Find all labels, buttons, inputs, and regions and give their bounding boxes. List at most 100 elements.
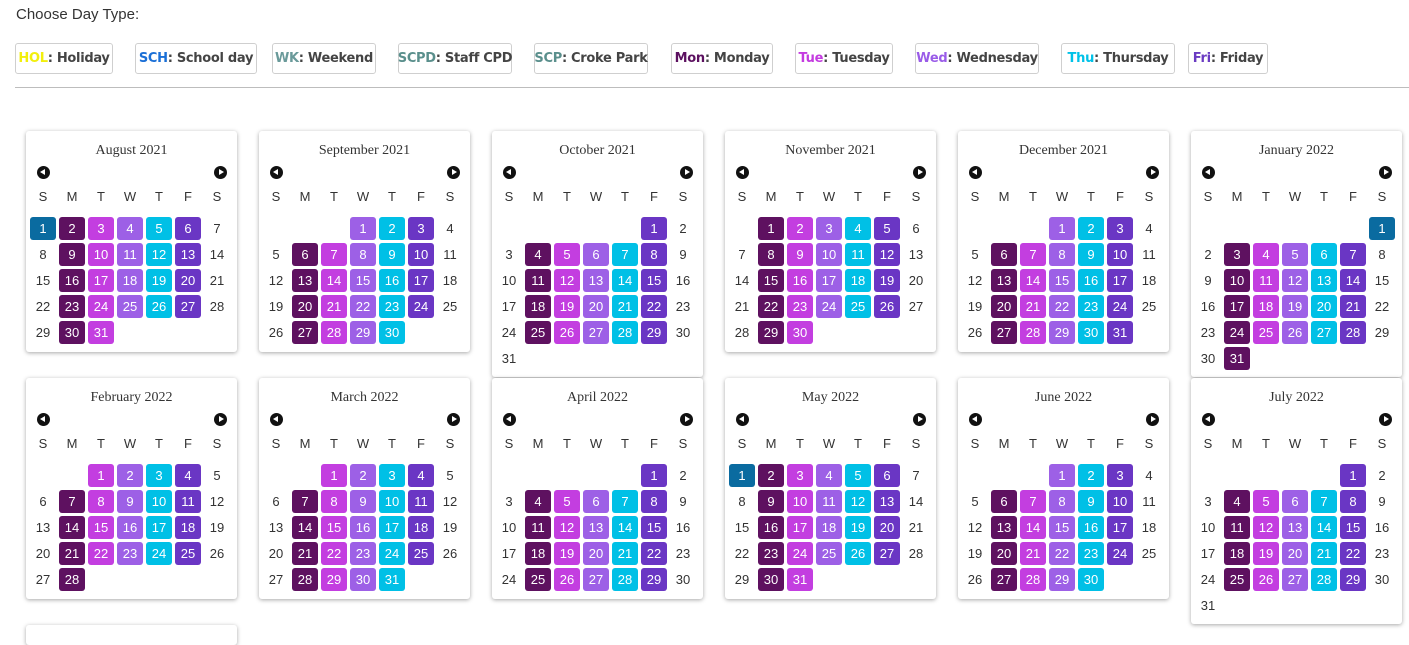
day-cell[interactable]: 6: [912, 221, 920, 236]
next-month-icon[interactable]: [214, 413, 227, 426]
day-cell[interactable]: 8: [738, 494, 746, 509]
next-month-icon[interactable]: [1146, 413, 1159, 426]
day-cell[interactable]: 25: [1253, 321, 1279, 344]
day-cell[interactable]: 25: [408, 542, 434, 565]
day-cell[interactable]: 16: [1078, 516, 1104, 539]
day-cell[interactable]: 27: [874, 542, 900, 565]
day-cell[interactable]: 16: [59, 269, 85, 292]
day-cell[interactable]: 7: [912, 468, 920, 483]
day-cell[interactable]: 22: [734, 546, 750, 561]
day-cell[interactable]: 3: [1107, 464, 1133, 487]
day-cell[interactable]: 18: [1141, 273, 1157, 288]
day-cell[interactable]: 7: [612, 490, 638, 513]
day-cell[interactable]: 14: [1020, 269, 1046, 292]
day-cell[interactable]: 8: [321, 490, 347, 513]
day-cell[interactable]: 13: [1282, 516, 1308, 539]
day-cell[interactable]: 15: [641, 516, 667, 539]
day-cell[interactable]: 17: [1200, 546, 1216, 561]
day-cell[interactable]: 8: [641, 490, 667, 513]
day-cell[interactable]: 18: [408, 516, 434, 539]
day-cell[interactable]: 13: [991, 269, 1017, 292]
day-cell[interactable]: 31: [379, 568, 405, 591]
day-cell[interactable]: 10: [816, 243, 842, 266]
legend-chip-scp[interactable]: SCP: Croke Park: [534, 43, 648, 74]
day-cell[interactable]: 11: [525, 516, 551, 539]
day-cell[interactable]: 11: [1142, 247, 1156, 262]
day-cell[interactable]: 12: [554, 269, 580, 292]
day-cell[interactable]: 2: [379, 217, 405, 240]
day-cell[interactable]: 21: [209, 273, 225, 288]
day-cell[interactable]: 14: [321, 269, 347, 292]
day-cell[interactable]: 2: [350, 464, 376, 487]
day-cell[interactable]: 10: [88, 243, 114, 266]
day-cell[interactable]: 14: [612, 269, 638, 292]
day-cell[interactable]: 12: [268, 273, 284, 288]
day-cell[interactable]: 24: [501, 572, 517, 587]
day-cell[interactable]: 9: [1078, 490, 1104, 513]
day-cell[interactable]: 23: [59, 295, 85, 318]
day-cell[interactable]: 19: [874, 269, 900, 292]
day-cell[interactable]: 19: [967, 299, 983, 314]
day-cell[interactable]: 27: [583, 568, 609, 591]
day-cell[interactable]: 31: [88, 321, 114, 344]
legend-chip-sch[interactable]: SCH: School day: [135, 43, 257, 74]
day-cell[interactable]: 16: [1200, 299, 1216, 314]
day-cell[interactable]: 10: [1107, 490, 1133, 513]
next-month-icon[interactable]: [214, 166, 227, 179]
day-cell[interactable]: 14: [1340, 269, 1366, 292]
day-cell[interactable]: 12: [554, 516, 580, 539]
day-cell[interactable]: 8: [1049, 243, 1075, 266]
day-cell[interactable]: 11: [443, 247, 457, 262]
day-cell[interactable]: 18: [525, 542, 551, 565]
day-cell[interactable]: 25: [816, 542, 842, 565]
day-cell[interactable]: 15: [1340, 516, 1366, 539]
day-cell[interactable]: 23: [675, 546, 691, 561]
day-cell[interactable]: 17: [146, 516, 172, 539]
day-cell[interactable]: 11: [845, 243, 871, 266]
day-cell[interactable]: 6: [272, 494, 280, 509]
day-cell[interactable]: 10: [1200, 520, 1216, 535]
day-cell[interactable]: 1: [758, 217, 784, 240]
day-cell[interactable]: 7: [612, 243, 638, 266]
day-cell[interactable]: 7: [1311, 490, 1337, 513]
day-cell[interactable]: 2: [59, 217, 85, 240]
day-cell[interactable]: 10: [379, 490, 405, 513]
day-cell[interactable]: 20: [991, 542, 1017, 565]
day-cell[interactable]: 20: [175, 269, 201, 292]
day-cell[interactable]: 24: [379, 542, 405, 565]
day-cell[interactable]: 8: [1049, 490, 1075, 513]
day-cell[interactable]: 20: [583, 542, 609, 565]
day-cell[interactable]: 6: [39, 494, 47, 509]
day-cell[interactable]: 28: [908, 546, 924, 561]
day-cell[interactable]: 27: [583, 321, 609, 344]
day-cell[interactable]: 17: [787, 516, 813, 539]
day-cell[interactable]: 16: [758, 516, 784, 539]
legend-chip-tue[interactable]: Tue: Tuesday: [795, 43, 893, 74]
day-cell[interactable]: 19: [442, 520, 458, 535]
day-cell[interactable]: 8: [758, 243, 784, 266]
day-cell[interactable]: 7: [1340, 243, 1366, 266]
day-cell[interactable]: 3: [408, 217, 434, 240]
day-cell[interactable]: 22: [88, 542, 114, 565]
day-cell[interactable]: 22: [641, 542, 667, 565]
day-cell[interactable]: 23: [1078, 542, 1104, 565]
day-cell[interactable]: 22: [641, 295, 667, 318]
day-cell[interactable]: 12: [1253, 516, 1279, 539]
legend-chip-fri[interactable]: Fri: Friday: [1188, 43, 1268, 74]
day-cell[interactable]: 19: [1282, 295, 1308, 318]
day-cell[interactable]: 13: [991, 516, 1017, 539]
day-cell[interactable]: 15: [641, 269, 667, 292]
day-cell[interactable]: 21: [908, 520, 924, 535]
prev-month-icon[interactable]: [270, 413, 283, 426]
day-cell[interactable]: 1: [641, 217, 667, 240]
day-cell[interactable]: 21: [292, 542, 318, 565]
day-cell[interactable]: 13: [874, 490, 900, 513]
day-cell[interactable]: 8: [1378, 247, 1386, 262]
legend-chip-scpd[interactable]: SCPD: Staff CPD: [398, 43, 513, 74]
day-cell[interactable]: 4: [525, 243, 551, 266]
day-cell[interactable]: 19: [967, 546, 983, 561]
day-cell[interactable]: 26: [1253, 568, 1279, 591]
day-cell[interactable]: 20: [292, 295, 318, 318]
day-cell[interactable]: 21: [1340, 295, 1366, 318]
day-cell[interactable]: 14: [1311, 516, 1337, 539]
